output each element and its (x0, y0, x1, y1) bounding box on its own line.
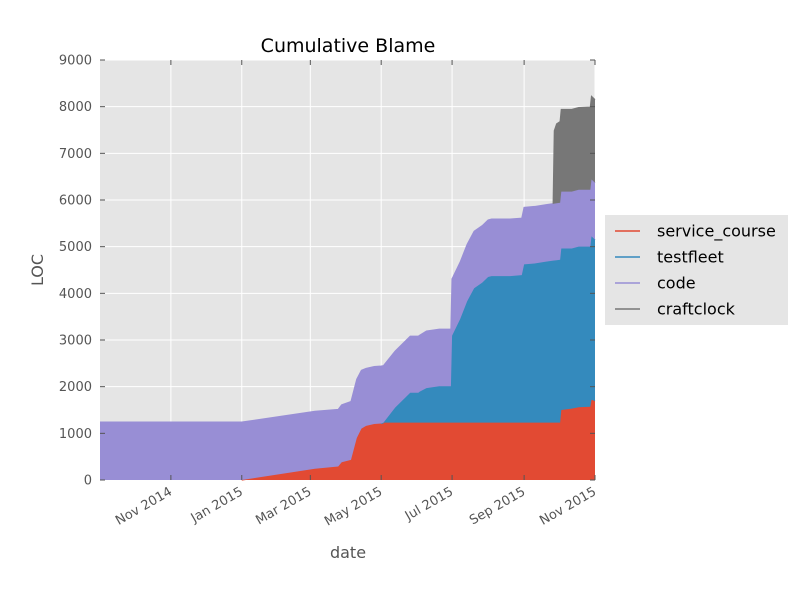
x-tick-label: Jul 2015 (402, 484, 456, 524)
y-tick-label: 2000 (59, 380, 92, 395)
y-tick-label: 9000 (59, 54, 92, 69)
area-testfleet (381, 236, 595, 424)
x-tick-label: Jan 2015 (188, 484, 246, 526)
area-layer (100, 95, 596, 481)
legend-label-service_course: service_course (657, 222, 776, 242)
legend-box (605, 215, 788, 325)
y-tick-label: 4000 (59, 287, 92, 302)
legend-label-craftclock: craftclock (657, 300, 736, 319)
x-axis-label: date (330, 543, 366, 562)
legend-label-testfleet: testfleet (657, 248, 724, 267)
y-tick-label: 7000 (59, 147, 92, 162)
line-craftclock (552, 95, 596, 204)
chart-title: Cumulative Blame (261, 35, 436, 57)
y-tick-label: 6000 (59, 194, 92, 209)
y-axis-label: LOC (28, 254, 47, 286)
area-service_course (241, 399, 595, 480)
x-tick-label: May 2015 (322, 484, 385, 529)
y-tick-label: 8000 (59, 100, 92, 115)
y-tick-label: 3000 (59, 334, 92, 349)
x-tick-label: Nov 2014 (113, 484, 175, 528)
x-tick-label: Sep 2015 (467, 484, 528, 528)
legend-label-code: code (657, 274, 696, 293)
area-craftclock (553, 96, 595, 204)
y-tick-label: 0 (84, 474, 92, 489)
legend: service_course testfleet code craftclock (605, 215, 788, 325)
y-tick-label: 1000 (59, 427, 92, 442)
y-tick-label: 5000 (59, 240, 92, 255)
x-tick-label: Nov 2015 (537, 484, 599, 528)
area-code (100, 179, 595, 480)
grid (100, 59, 596, 481)
x-tick-label: Mar 2015 (253, 484, 314, 528)
